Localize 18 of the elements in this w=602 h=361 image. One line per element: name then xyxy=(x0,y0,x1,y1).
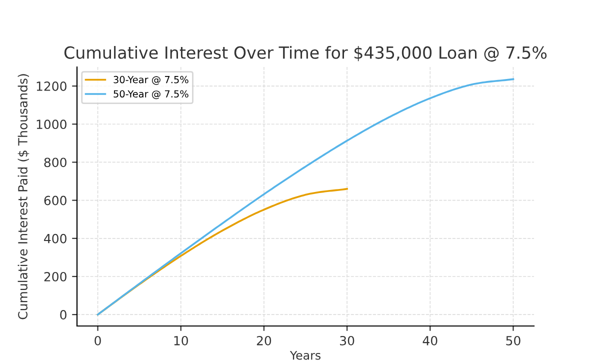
y-tick-label: 1000 xyxy=(36,120,66,130)
x-tick-label: 10 xyxy=(174,336,188,346)
x-tick-label: 30 xyxy=(340,336,354,346)
y-axis-title: Cumulative Interest Paid ($ Thousands) xyxy=(18,74,30,320)
x-tick-label: 0 xyxy=(94,336,101,346)
y-tick-label: 600 xyxy=(44,196,66,206)
x-tick-label: 20 xyxy=(256,336,272,346)
y-tick-label: 800 xyxy=(44,158,66,168)
x-axis-title: Years xyxy=(290,350,320,360)
y-tick-label: 0 xyxy=(60,310,66,320)
y-tick-label: 200 xyxy=(44,272,66,282)
legend-label: 30-Year @ 7.5% xyxy=(114,76,188,85)
chart-title: Cumulative Interest Over Time for $435,000 Loan @ 7.5% xyxy=(64,46,547,62)
y-tick-label: 1200 xyxy=(36,82,66,91)
x-tick-label: 50 xyxy=(506,336,520,346)
legend-label: 50-Year @ 7.5% xyxy=(114,90,188,100)
x-tick-label: 40 xyxy=(422,336,438,346)
y-tick-label: 400 xyxy=(44,234,66,244)
